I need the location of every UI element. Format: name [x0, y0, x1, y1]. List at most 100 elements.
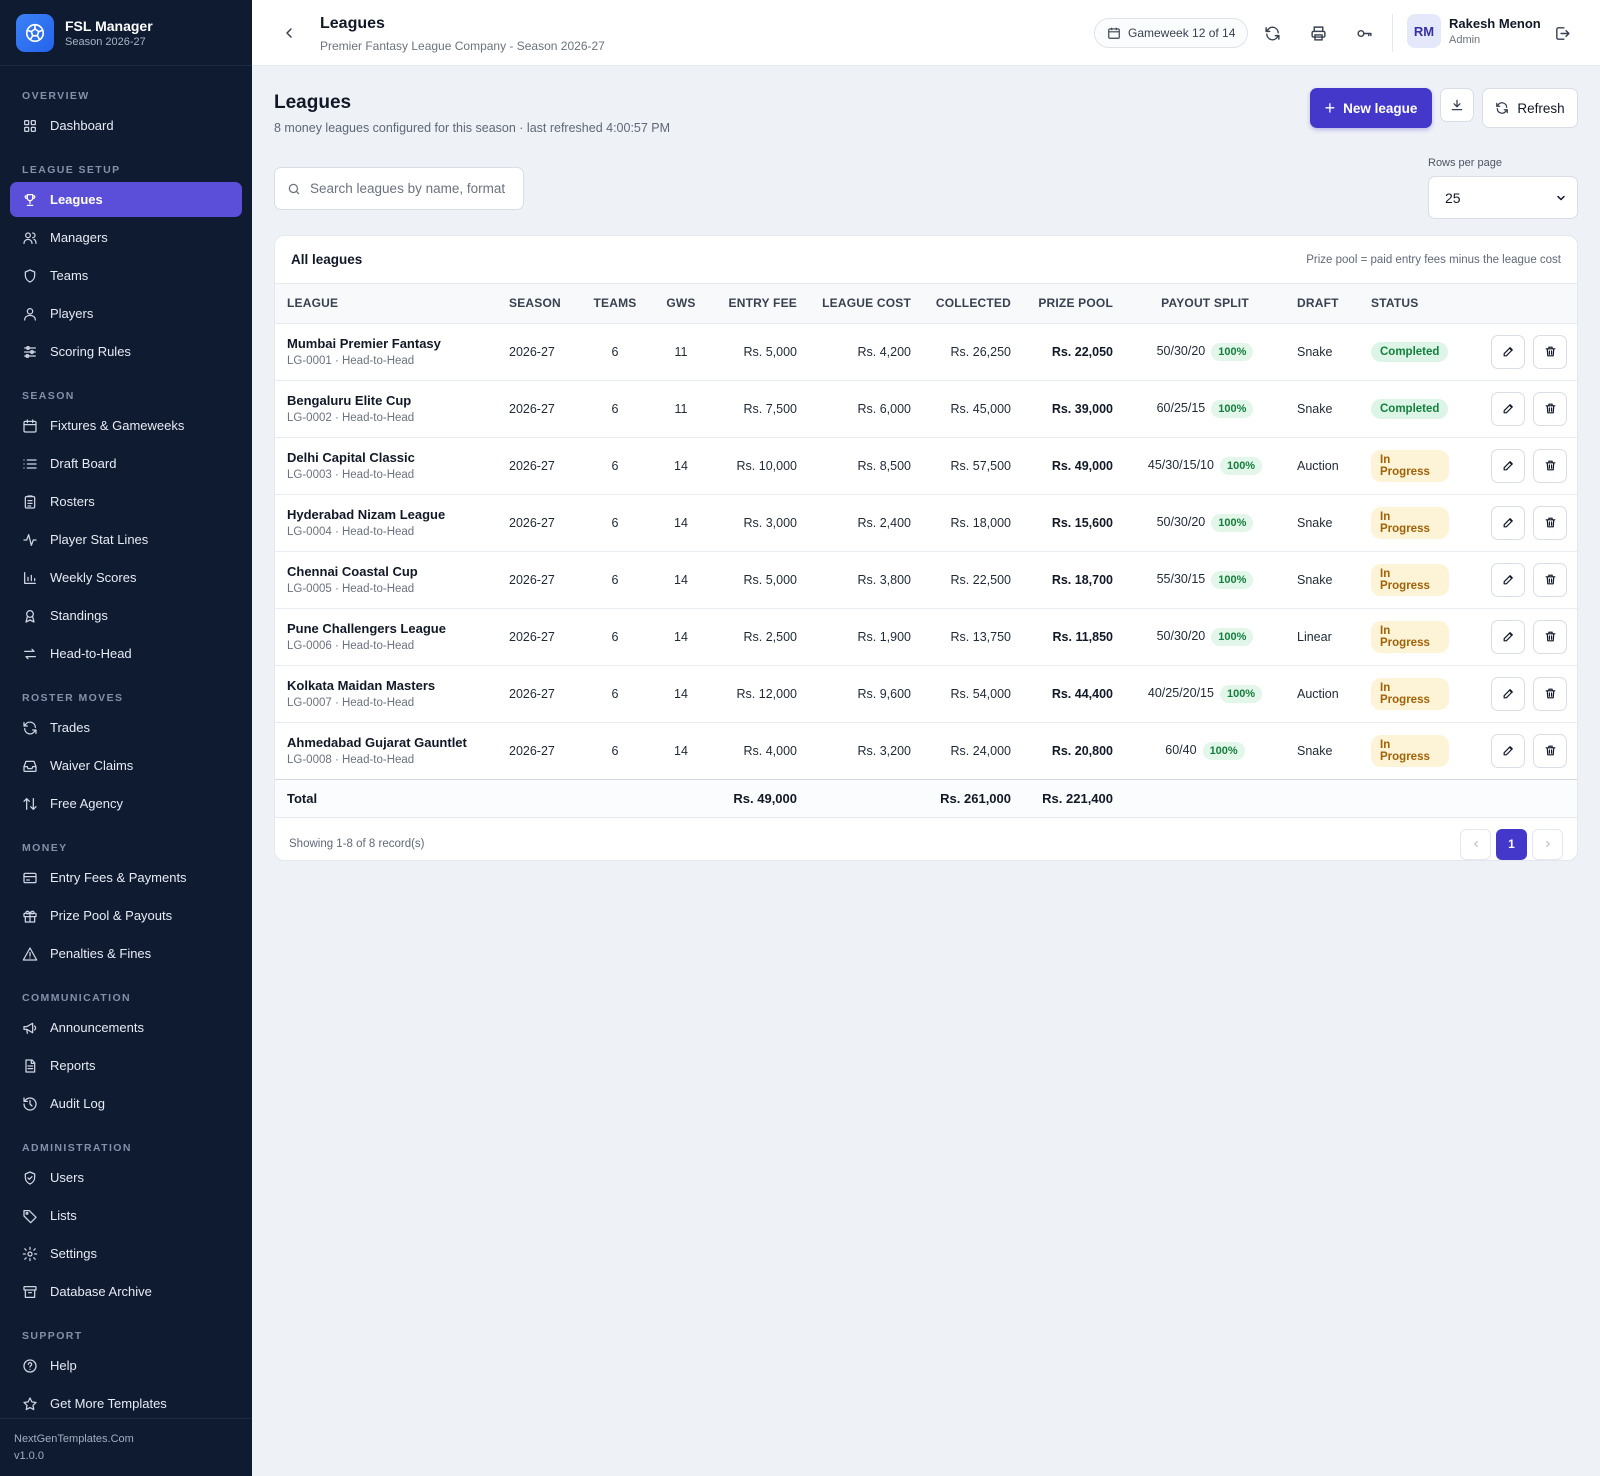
column-header[interactable]: PRIZE POOL: [1023, 284, 1125, 324]
avatar[interactable]: RM: [1407, 14, 1441, 48]
next-page-button[interactable]: [1532, 828, 1563, 860]
sidebar-item-leagues[interactable]: Leagues: [10, 182, 242, 217]
award-icon: [22, 608, 38, 624]
column-header[interactable]: LEAGUE: [275, 284, 497, 324]
sidebar-item-settings[interactable]: Settings: [10, 1236, 242, 1271]
table-body: Mumbai Premier Fantasy LG-0001 · Head-to-…: [275, 323, 1577, 779]
league-name[interactable]: Hyderabad Nizam League: [287, 507, 446, 522]
column-header[interactable]: SEASON: [497, 284, 577, 324]
delete-button[interactable]: [1533, 562, 1567, 597]
gws-cell: 14: [674, 458, 688, 473]
column-header[interactable]: STATUS: [1359, 284, 1461, 324]
delete-button[interactable]: [1533, 676, 1567, 711]
trash-icon: [1545, 688, 1555, 699]
sidebar-item-weekly-scores[interactable]: Weekly Scores: [10, 560, 242, 595]
league-name[interactable]: Kolkata Maidan Masters: [287, 678, 436, 693]
payout-pct-badge: 100%: [1202, 741, 1245, 760]
search-box[interactable]: [274, 167, 524, 210]
sidebar-item-managers[interactable]: Managers: [10, 220, 242, 255]
table-row[interactable]: Kolkata Maidan Masters LG-0007 · Head-to-…: [275, 665, 1577, 723]
sidebar-item-lists[interactable]: Lists: [10, 1198, 242, 1233]
sidebar-item-player-stat-lines[interactable]: Player Stat Lines: [10, 522, 242, 557]
edit-button[interactable]: [1491, 619, 1525, 654]
user-name: Rakesh Menon: [1449, 16, 1541, 31]
edit-button[interactable]: [1491, 448, 1525, 483]
table-row[interactable]: Mumbai Premier Fantasy LG-0001 · Head-to-…: [275, 323, 1577, 381]
league-name[interactable]: Mumbai Premier Fantasy: [287, 336, 441, 351]
table-row[interactable]: Bengaluru Elite Cup LG-0002 · Head-to-Hea…: [275, 380, 1577, 438]
new-league-button[interactable]: + New league: [1310, 88, 1432, 128]
column-header[interactable]: DRAFT: [1285, 284, 1359, 324]
sidebar-item-help[interactable]: Help: [10, 1348, 242, 1383]
logout-button[interactable]: [1550, 21, 1574, 45]
sidebar-item-free-agency[interactable]: Free Agency: [10, 786, 242, 821]
league-name[interactable]: Pune Challengers League: [287, 621, 446, 636]
sidebar-item-head-to-head[interactable]: Head-to-Head: [10, 636, 242, 671]
edit-button[interactable]: [1491, 562, 1525, 597]
table-row[interactable]: Ahmedabad Gujarat Gauntlet LG-0008 · Head…: [275, 722, 1577, 779]
delete-button[interactable]: [1533, 334, 1567, 369]
search-input[interactable]: [310, 181, 515, 196]
sidebar-item-audit-log[interactable]: Audit Log: [10, 1086, 242, 1121]
sidebar-item-waiver-claims[interactable]: Waiver Claims: [10, 748, 242, 783]
sync-button[interactable]: [1260, 21, 1284, 45]
delete-button[interactable]: [1533, 619, 1567, 654]
table-row[interactable]: Chennai Coastal Cup LG-0005 · Head-to-Hea…: [275, 551, 1577, 609]
season-cell: 2026-27: [509, 515, 555, 530]
footer-site[interactable]: NextGenTemplates.Com: [14, 1433, 134, 1445]
sidebar-item-rosters[interactable]: Rosters: [10, 484, 242, 519]
column-header[interactable]: COLLECTED: [923, 284, 1023, 324]
sidebar-item-entry-fees-payments[interactable]: Entry Fees & Payments: [10, 860, 242, 895]
gws-cell: 14: [674, 743, 688, 758]
league-name[interactable]: Ahmedabad Gujarat Gauntlet: [287, 735, 467, 750]
back-button[interactable]: [278, 22, 300, 44]
league-name[interactable]: Bengaluru Elite Cup: [287, 393, 412, 408]
table-row[interactable]: Pune Challengers League LG-0006 · Head-to…: [275, 608, 1577, 666]
league-name[interactable]: Chennai Coastal Cup: [287, 564, 418, 579]
download-button[interactable]: [1440, 88, 1474, 122]
column-header[interactable]: GWS: [653, 284, 709, 324]
sidebar-item-trades[interactable]: Trades: [10, 710, 242, 745]
sidebar-item-teams[interactable]: Teams: [10, 258, 242, 293]
sidebar-item-standings[interactable]: Standings: [10, 598, 242, 633]
edit-button[interactable]: [1491, 334, 1525, 369]
edit-button[interactable]: [1491, 733, 1525, 768]
rows-per-page-value: 25: [1445, 189, 1461, 206]
page-1-button[interactable]: 1: [1496, 828, 1527, 860]
print-button[interactable]: [1306, 21, 1330, 45]
sidebar-item-announcements[interactable]: Announcements: [10, 1010, 242, 1045]
column-header[interactable]: PAYOUT SPLIT: [1125, 284, 1285, 324]
sidebar-item-scoring-rules[interactable]: Scoring Rules: [10, 334, 242, 369]
column-header[interactable]: LEAGUE COST: [809, 284, 923, 324]
column-header[interactable]: TEAMS: [577, 284, 653, 324]
sidebar-item-get-more-templates[interactable]: Get More Templates: [10, 1386, 242, 1421]
sidebar-item-prize-pool-payouts[interactable]: Prize Pool & Payouts: [10, 898, 242, 933]
delete-button[interactable]: [1533, 448, 1567, 483]
sidebar-item-draft-board[interactable]: Draft Board: [10, 446, 242, 481]
arrows-updown-icon: [22, 796, 38, 812]
league-name[interactable]: Delhi Capital Classic: [287, 450, 415, 465]
sidebar-item-players[interactable]: Players: [10, 296, 242, 331]
sidebar-item-database-archive[interactable]: Database Archive: [10, 1274, 242, 1309]
edit-button[interactable]: [1491, 676, 1525, 711]
edit-button[interactable]: [1491, 391, 1525, 426]
sidebar-item-fixtures-gameweeks[interactable]: Fixtures & Gameweeks: [10, 408, 242, 443]
delete-button[interactable]: [1533, 391, 1567, 426]
sidebar-item-reports[interactable]: Reports: [10, 1048, 242, 1083]
delete-button[interactable]: [1533, 733, 1567, 768]
key-button[interactable]: [1352, 21, 1376, 45]
rows-per-page-select[interactable]: 25: [1428, 176, 1578, 219]
sidebar-item-penalties-fines[interactable]: Penalties & Fines: [10, 936, 242, 971]
prev-page-button[interactable]: [1460, 828, 1491, 860]
table-row[interactable]: Delhi Capital Classic LG-0003 · Head-to-H…: [275, 437, 1577, 495]
sidebar-item-users[interactable]: Users: [10, 1160, 242, 1195]
sidebar-item-dashboard[interactable]: Dashboard: [10, 108, 242, 143]
table-row[interactable]: Hyderabad Nizam League LG-0004 · Head-to-…: [275, 494, 1577, 552]
gameweek-pill[interactable]: Gameweek 12 of 14: [1094, 18, 1249, 48]
edit-button[interactable]: [1491, 505, 1525, 540]
card-title: All leagues: [291, 252, 363, 267]
prize-pool-cell: Rs. 44,400: [1051, 686, 1113, 701]
delete-button[interactable]: [1533, 505, 1567, 540]
refresh-button[interactable]: Refresh: [1482, 88, 1578, 128]
column-header[interactable]: ENTRY FEE: [709, 284, 809, 324]
